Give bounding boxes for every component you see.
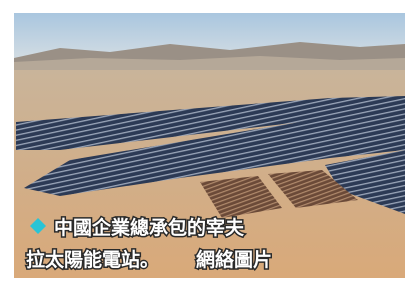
page: 中國企業總承包的宰夫 拉太陽能電站。 網絡圖片 (() => { const d…: [0, 0, 419, 289]
photo-frame: 中國企業總承包的宰夫 拉太陽能電站。 網絡圖片: [0, 0, 419, 289]
caption-line: 拉太陽能電站。: [26, 248, 159, 271]
caption-line: 中國企業總承包的宰夫: [54, 216, 245, 239]
photo-credit: 網絡圖片: [196, 248, 272, 271]
